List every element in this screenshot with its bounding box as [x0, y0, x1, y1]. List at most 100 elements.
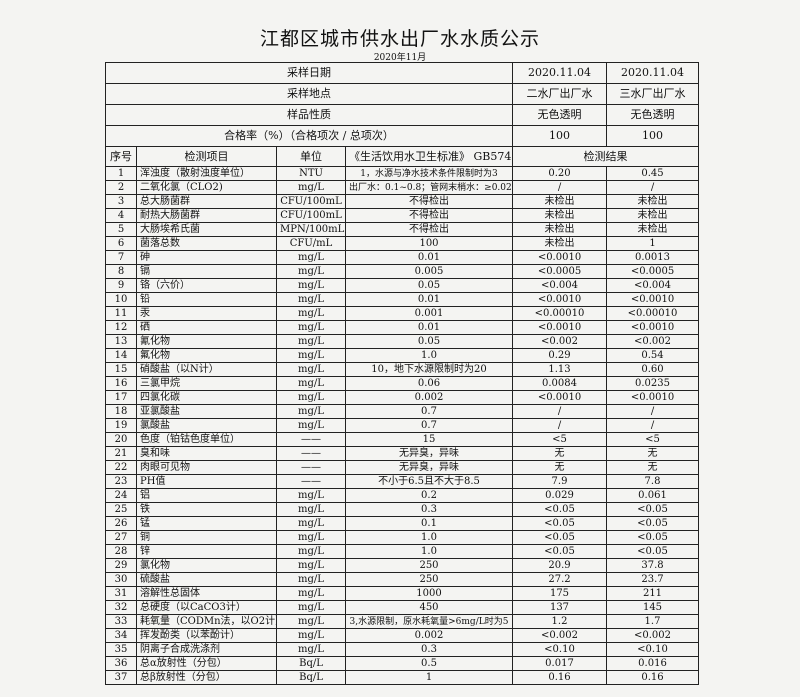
- item-cell: 溶解性总固体: [136, 586, 277, 601]
- header-row: 序号 检测项目 单位 《生活饮用水卫生标准》 GB5749 检测结果: [105, 146, 699, 167]
- result-a-cell: 未检出: [512, 194, 607, 209]
- seq-cell: 34: [105, 628, 137, 643]
- summary-label: 样品性质: [105, 104, 513, 126]
- result-a-cell: 未检出: [512, 222, 607, 237]
- result-b-cell: <0.0010: [606, 320, 699, 335]
- standard-cell: 无异臭，异味: [345, 460, 513, 475]
- item-cell: 阴离子合成洗涤剂: [136, 642, 277, 657]
- unit-cell: mg/L: [276, 628, 346, 643]
- result-a-cell: 未检出: [512, 208, 607, 223]
- unit-cell: mg/L: [276, 502, 346, 517]
- standard-cell: 1000: [345, 586, 513, 601]
- seq-cell: 32: [105, 600, 137, 615]
- item-cell: 亚氯酸盐: [136, 404, 277, 419]
- result-b-cell: 0.0235: [606, 376, 699, 391]
- item-cell: PH值: [136, 474, 277, 489]
- result-a-cell: 无: [512, 446, 607, 461]
- header-item: 检测项目: [136, 146, 277, 167]
- result-a-cell: /: [512, 418, 607, 433]
- standard-cell: 0.3: [345, 642, 513, 657]
- header-result: 检测结果: [512, 146, 699, 167]
- seq-cell: 15: [105, 362, 137, 377]
- table-row: 2 二氧化氯（CLO2) mg/L 出厂水：0.1~0.8；管网末梢水：≥0.02//: [105, 180, 699, 195]
- seq-cell: 8: [105, 264, 137, 279]
- table-row: 1 浑浊度（散射浊度单位） NTU 1，水源与净水技术条件限制时为3 0.20 0.45: [105, 166, 699, 181]
- result-a-cell: <0.002: [512, 334, 607, 349]
- item-cell: 耗氧量（CODMn法，以O2计）: [136, 614, 277, 629]
- unit-cell: ——: [276, 432, 346, 447]
- item-cell: 臭和味: [136, 446, 277, 461]
- standard-cell: 0.05: [345, 334, 513, 349]
- seq-cell: 13: [105, 334, 137, 349]
- item-cell: 总β放射性（分包）: [136, 670, 277, 685]
- table-row: 25 铁 mg/L 0.3 <0.05 <0.05: [105, 502, 699, 517]
- unit-cell: mg/L: [276, 558, 346, 573]
- standard-cell: 1: [345, 670, 513, 685]
- result-b-cell: <0.002: [606, 628, 699, 643]
- seq-cell: 33: [105, 614, 137, 629]
- seq-cell: 1: [105, 166, 137, 181]
- unit-cell: mg/L: [276, 334, 346, 349]
- standard-cell: 100: [345, 236, 513, 251]
- standard-cell: 不得检出: [345, 208, 513, 223]
- item-cell: 铁: [136, 502, 277, 517]
- result-a-cell: <0.0010: [512, 250, 607, 265]
- item-cell: 铜: [136, 530, 277, 545]
- result-a-cell: <0.0010: [512, 320, 607, 335]
- seq-cell: 28: [105, 544, 137, 559]
- result-b-cell: 未检出: [606, 208, 699, 223]
- standard-cell: 0.001: [345, 306, 513, 321]
- result-a-cell: <0.00010: [512, 306, 607, 321]
- summary-value-b: 无色透明: [606, 104, 699, 126]
- seq-cell: 5: [105, 222, 137, 237]
- seq-cell: 20: [105, 432, 137, 447]
- unit-cell: mg/L: [276, 292, 346, 307]
- result-a-cell: 0.017: [512, 656, 607, 671]
- result-a-cell: 7.9: [512, 474, 607, 489]
- summary-value-a: 100: [512, 125, 607, 147]
- table-row: 5 大肠埃希氏菌 MPN/100mL 不得检出 未检出 未检出: [105, 222, 699, 237]
- seq-cell: 31: [105, 586, 137, 601]
- item-cell: 镉: [136, 264, 277, 279]
- result-b-cell: 37.8: [606, 558, 699, 573]
- seq-cell: 25: [105, 502, 137, 517]
- standard-cell: 1，水源与净水技术条件限制时为3: [345, 166, 513, 181]
- summary-value-b: 100: [606, 125, 699, 147]
- item-cell: 三氯甲烷: [136, 376, 277, 391]
- unit-cell: mg/L: [276, 264, 346, 279]
- item-cell: 硝酸盐（以N计）: [136, 362, 277, 377]
- table-row: 6 菌落总数 CFU/mL 100 未检出 1: [105, 236, 699, 251]
- unit-cell: mg/L: [276, 390, 346, 405]
- table-row: 34 挥发酚类（以苯酚计） mg/L 0.002 <0.002 <0.002: [105, 628, 699, 643]
- result-a-cell: 0.029: [512, 488, 607, 503]
- standard-cell: 0.01: [345, 320, 513, 335]
- table-row: 11 汞 mg/L 0.001 <0.00010 <0.00010: [105, 306, 699, 321]
- seq-cell: 7: [105, 250, 137, 265]
- header-unit: 单位: [276, 146, 346, 167]
- result-b-cell: 0.16: [606, 670, 699, 685]
- header-standard: 《生活饮用水卫生标准》 GB5749: [345, 146, 513, 167]
- item-cell: 硒: [136, 320, 277, 335]
- table-row: 29 氯化物 mg/L 250 20.9 37.8: [105, 558, 699, 573]
- item-cell: 挥发酚类（以苯酚计）: [136, 628, 277, 643]
- unit-cell: Bq/L: [276, 670, 346, 685]
- table-row: 8 镉 mg/L 0.005 <0.0005 <0.0005: [105, 264, 699, 279]
- summary-row: 采样日期 2020.11.04 2020.11.04: [105, 62, 699, 84]
- standard-cell: 10，地下水源限制时为20: [345, 362, 513, 377]
- table-row: 16 三氯甲烷 mg/L 0.06 0.0084 0.0235: [105, 376, 699, 391]
- seq-cell: 6: [105, 236, 137, 251]
- seq-cell: 10: [105, 292, 137, 307]
- item-cell: 总硬度（以CaCO3计）: [136, 600, 277, 615]
- summary-row: 样品性质 无色透明 无色透明: [105, 104, 699, 126]
- result-a-cell: 无: [512, 460, 607, 475]
- table-row: 17 四氯化碳 mg/L 0.002 <0.0010 <0.0010: [105, 390, 699, 405]
- unit-cell: ——: [276, 460, 346, 475]
- unit-cell: mg/L: [276, 600, 346, 615]
- standard-cell: 无异臭，异味: [345, 446, 513, 461]
- standard-cell: 0.002: [345, 628, 513, 643]
- result-b-cell: 0.016: [606, 656, 699, 671]
- standard-cell: 15: [345, 432, 513, 447]
- result-b-cell: 211: [606, 586, 699, 601]
- table-row: 33 耗氧量（CODMn法，以O2计） mg/L 3,水源限制，原水耗氧量>6mg/L…: [105, 614, 699, 629]
- unit-cell: Bq/L: [276, 656, 346, 671]
